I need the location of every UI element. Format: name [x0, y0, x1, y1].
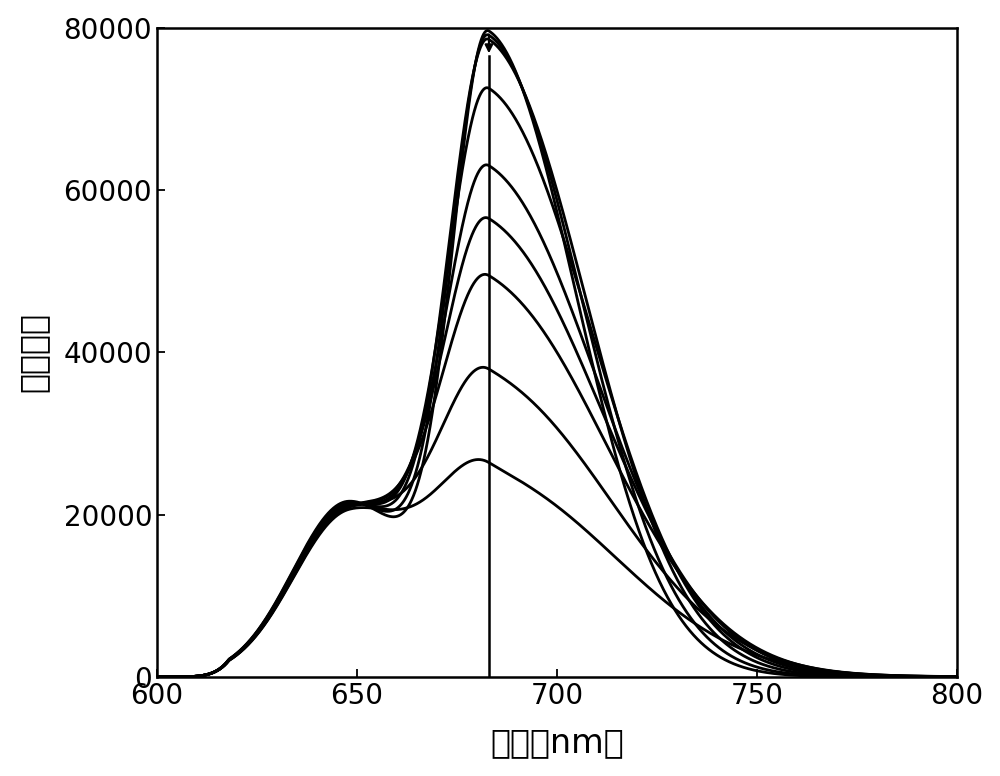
X-axis label: 波长（nm）: 波长（nm） — [490, 726, 624, 760]
Y-axis label: 荧光强度: 荧光强度 — [17, 312, 50, 392]
